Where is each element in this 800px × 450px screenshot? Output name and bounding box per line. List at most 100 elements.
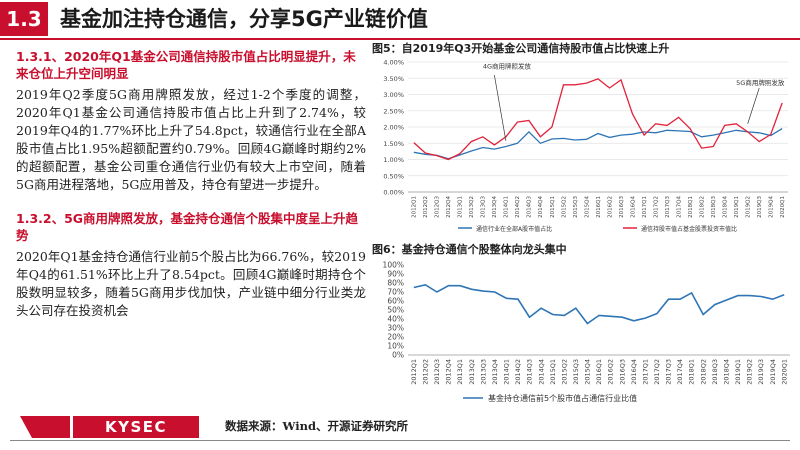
- annotation-arrow: [747, 87, 760, 124]
- y-tick-label: 1.50%: [383, 140, 404, 148]
- figure-5-title: 图5：自2019年Q3开始基金公司通信持股市值占比快速上升: [372, 42, 670, 55]
- footer-rule: [10, 440, 790, 441]
- y-tick-label: 70%: [387, 288, 404, 297]
- legend-label: 通信持股市值占基金股票投资市值比: [641, 225, 737, 233]
- x-tick-label: 2016Q2: [607, 359, 615, 385]
- data-source: 数据来源：Wind、开源证券研究所: [225, 419, 408, 433]
- x-tick-label: 2013Q1: [456, 359, 464, 385]
- y-tick-label: 3.00%: [383, 91, 404, 99]
- y-tick-label: 4.00%: [383, 59, 404, 67]
- x-tick-label: 2012Q1: [412, 196, 418, 218]
- section-2-body: 2020年Q1基金持仓通信行业前5个股占比为66.76%，较2019年Q4的61…: [16, 249, 366, 318]
- x-tick-label: 2014Q4: [538, 196, 544, 218]
- x-tick-label: 2019Q1: [734, 196, 740, 218]
- x-tick-label: 2012Q4: [446, 196, 452, 218]
- legend-label: 基金持仓通信前5个股市值占通信行业比值: [488, 393, 637, 403]
- x-tick-label: 2019Q4: [769, 359, 777, 385]
- x-tick-label: 2015Q2: [560, 359, 568, 385]
- title-rule: [0, 38, 800, 40]
- x-tick-label: 2012Q2: [423, 196, 429, 218]
- x-tick-label: 2014Q1: [503, 359, 511, 385]
- x-tick-label: 2016Q1: [595, 359, 603, 385]
- x-tick-label: 2016Q4: [630, 359, 638, 385]
- y-tick-label: 0.00%: [383, 189, 404, 197]
- x-tick-label: 2014Q2: [515, 196, 521, 218]
- x-tick-label: 2018Q3: [711, 359, 719, 385]
- x-tick-label: 2019Q3: [757, 196, 763, 218]
- section-1-heading: 1.3.1、2020年Q1基金公司通信持股市值占比明显提升，未来仓位上升空间明显: [16, 49, 356, 81]
- y-tick-label: 30%: [387, 324, 404, 333]
- x-tick-label: 2017Q4: [676, 196, 682, 218]
- y-tick-label: 100%: [383, 261, 404, 270]
- title-bar: 1.3 基金加注持仓通信，分享5G产业链价值: [0, 0, 800, 40]
- x-tick-label: 2013Q4: [491, 359, 499, 385]
- y-tick-label: 20%: [387, 333, 404, 342]
- series-line: [413, 283, 785, 325]
- annotation-label: 4G商用牌照发放: [483, 62, 532, 71]
- x-tick-label: 2012Q3: [435, 196, 441, 218]
- y-tick-label: 80%: [387, 279, 404, 288]
- x-tick-label: 2017Q1: [642, 196, 648, 218]
- series-line: [413, 78, 783, 161]
- y-tick-label: 2.50%: [383, 107, 404, 115]
- x-tick-label: 2013Q2: [468, 359, 476, 385]
- x-tick-label: 2019Q4: [769, 196, 775, 218]
- x-tick-label: 2020Q1: [780, 359, 788, 385]
- x-tick-label: 2017Q3: [665, 196, 671, 218]
- x-tick-label: 2015Q4: [584, 359, 592, 385]
- y-tick-label: 0%: [392, 351, 404, 360]
- kysec-logo: KYSEC: [73, 416, 199, 438]
- x-tick-label: 2015Q1: [550, 196, 556, 218]
- x-tick-label: 2018Q4: [722, 359, 730, 385]
- y-tick-label: 2.00%: [383, 124, 404, 132]
- section-1-body: 2019年Q2季度5G商用牌照发放，经过1-2个季度的调整，2020年Q1基金公…: [16, 87, 366, 192]
- x-tick-label: 2019Q2: [746, 196, 752, 218]
- y-tick-label: 50%: [387, 306, 404, 315]
- y-tick-label: 90%: [387, 270, 404, 279]
- x-tick-label: 2015Q2: [561, 196, 567, 218]
- x-tick-label: 2013Q4: [492, 196, 498, 218]
- section-2-heading: 1.3.2、5G商用牌照发放，基金持仓通信个股集中度呈上升趋势: [16, 211, 359, 243]
- annotation-label: 5G商用牌照发放: [736, 78, 785, 87]
- y-tick-label: 10%: [387, 342, 404, 351]
- x-tick-label: 2017Q1: [641, 359, 649, 385]
- x-tick-label: 2012Q1: [410, 359, 418, 385]
- x-tick-label: 2013Q3: [481, 196, 487, 218]
- x-tick-label: 2014Q2: [514, 359, 522, 385]
- x-tick-label: 2017Q2: [653, 359, 661, 385]
- x-tick-label: 2016Q4: [630, 196, 636, 218]
- x-tick-label: 2016Q1: [596, 196, 602, 218]
- figure-5-chart: 0.00% 0.50% 1.00% 1.50% 2.00% 2.50% 3.00% 3.50%…: [383, 59, 788, 233]
- x-tick-label: 2015Q1: [549, 359, 557, 385]
- x-tick-label: 2016Q3: [618, 359, 626, 385]
- figure-6-chart: 0%10%20%30%40%50%60%70%80%90%100% 2012Q1 2…: [383, 261, 790, 403]
- x-tick-label: 2013Q1: [458, 196, 464, 218]
- x-tick-label: 2014Q3: [526, 359, 534, 385]
- x-tick-label: 2012Q4: [445, 359, 453, 385]
- y-tick-label: 0.50%: [383, 172, 404, 180]
- x-tick-label: 2018Q1: [688, 359, 696, 385]
- logo-stripes: [10, 416, 70, 438]
- x-tick-label: 2018Q2: [699, 359, 707, 385]
- y-tick-label: 3.50%: [383, 75, 404, 83]
- x-tick-label: 2017Q3: [665, 359, 673, 385]
- annotation-arrow: [494, 74, 507, 141]
- x-tick-label: 2018Q2: [699, 196, 705, 218]
- x-tick-label: 2015Q3: [572, 359, 580, 385]
- x-tick-label: 2020Q1: [780, 196, 786, 218]
- x-tick-label: 2013Q3: [479, 359, 487, 385]
- x-tick-label: 2016Q3: [619, 196, 625, 218]
- x-tick-label: 2014Q1: [504, 196, 510, 218]
- x-tick-label: 2013Q2: [469, 196, 475, 218]
- x-tick-label: 2017Q2: [653, 196, 659, 218]
- legend-label: 通信行业在全部A股市值占比: [476, 225, 552, 233]
- y-tick-label: 60%: [387, 297, 404, 306]
- x-tick-label: 2015Q4: [584, 196, 590, 218]
- section-number: 1.3: [0, 2, 48, 36]
- x-tick-label: 2019Q3: [757, 359, 765, 385]
- y-tick-label: 40%: [387, 315, 404, 324]
- left-text-column: 1.3.1、2020年Q1基金公司通信持股市值占比明显提升，未来仓位上升空间明显…: [16, 48, 366, 320]
- y-tick-label: 1.00%: [383, 156, 404, 164]
- x-tick-label: 2012Q3: [433, 359, 441, 385]
- x-tick-label: 2014Q4: [537, 359, 545, 385]
